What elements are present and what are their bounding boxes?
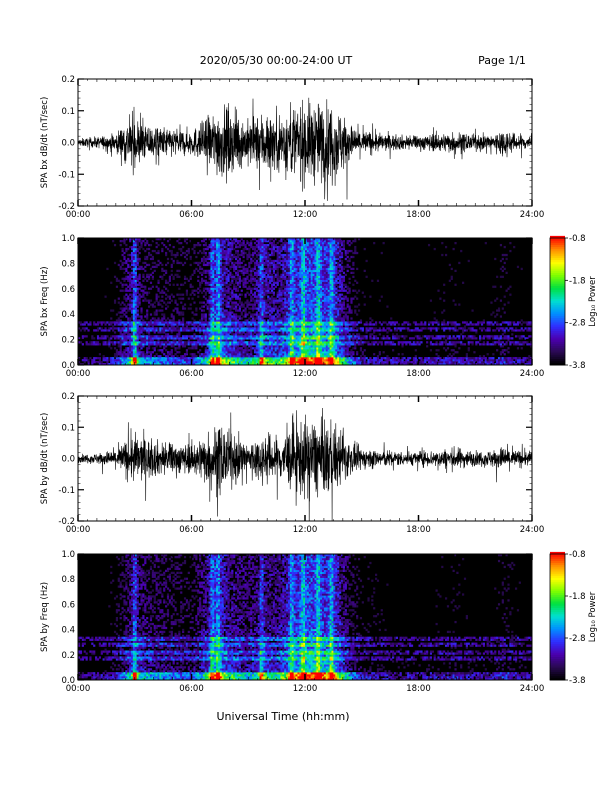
y-tick-label: 0.2 xyxy=(61,651,75,661)
x-tick-label: 00:00 xyxy=(66,525,91,535)
x-tick-label: 18:00 xyxy=(406,210,431,220)
x-tick-label: 00:00 xyxy=(66,369,91,379)
page-indicator: Page 1/1 xyxy=(478,54,526,67)
trace-line xyxy=(78,97,532,201)
y-tick-label: 1.0 xyxy=(61,234,75,244)
y-tick-label: -0.1 xyxy=(58,170,75,180)
x-tick-label: 00:00 xyxy=(66,210,91,220)
y-tick-label: -0.1 xyxy=(58,486,75,496)
y-axis-label: SPA bx Freq (Hz) xyxy=(40,266,50,336)
spectrogram-cells xyxy=(78,554,532,680)
x-tick-label: 12:00 xyxy=(293,369,318,379)
colorbar: -0.8 -1.8 -2.8 -3.8 Log₁₀ Power xyxy=(549,550,598,686)
x-tick-label: 06:00 xyxy=(179,210,204,220)
y-tick-label: 0.0 xyxy=(61,139,75,149)
spectrogram-cells xyxy=(78,238,532,365)
panel-2: -0.8 -1.8 -2.8 -3.8 Log₁₀ Power 00:00 06:00 12:… xyxy=(40,234,598,379)
colorbar-label: Log₁₀ Power xyxy=(588,591,598,642)
y-tick-label: 0.6 xyxy=(61,600,75,610)
colorbar-label: Log₁₀ Power xyxy=(588,276,598,327)
y-tick-label: -0.2 xyxy=(58,517,75,527)
y-tick-label: 0.0 xyxy=(61,676,75,686)
x-tick-label: 18:00 xyxy=(406,369,431,379)
y-axis-label: SPA by Freq (Hz) xyxy=(40,582,50,652)
panel-1: 00:00 06:00 12:00 18:00 24:00 0.2 0.1 0.0 -0.1 -0… xyxy=(40,75,544,220)
trace-line xyxy=(78,407,532,521)
x-tick-label: 18:00 xyxy=(406,525,431,535)
x-tick-label: 18:00 xyxy=(406,684,431,694)
x-tick-label: 06:00 xyxy=(179,525,204,535)
x-tick-label: 06:00 xyxy=(179,369,204,379)
colorbar-frame xyxy=(549,237,566,366)
y-tick-label: 0.2 xyxy=(61,336,75,346)
y-tick-label: 1.0 xyxy=(61,550,75,560)
colorbar-tick-label: -0.8 xyxy=(569,550,586,560)
y-tick-label: 0.0 xyxy=(61,361,75,371)
colorbar-tick-label: -2.8 xyxy=(569,319,586,329)
colorbar-frame xyxy=(549,553,566,681)
x-tick-label: 24:00 xyxy=(520,684,545,694)
x-tick-label: 06:00 xyxy=(179,684,204,694)
y-axis-label: SPA bx dB/dt (nT/sec) xyxy=(40,97,50,189)
x-tick-label: 12:00 xyxy=(293,684,318,694)
y-tick-label: 0.6 xyxy=(61,285,75,295)
y-axis-label: SPA by dB/dt (nT/sec) xyxy=(40,413,50,505)
colorbar-tick-label: -3.8 xyxy=(569,361,586,371)
colorbar-tick-label: -0.8 xyxy=(569,234,586,244)
colorbar-tick-label: -1.8 xyxy=(569,276,586,286)
y-tick-label: 0.1 xyxy=(61,107,75,117)
y-tick-label: 0.8 xyxy=(61,575,75,585)
y-tick-label: -0.2 xyxy=(58,202,75,212)
x-axis-label: Universal Time (hh:mm) xyxy=(217,710,350,723)
x-tick-label: 12:00 xyxy=(293,210,318,220)
x-tick-label: 24:00 xyxy=(520,210,545,220)
x-tick-label: 12:00 xyxy=(293,525,318,535)
colorbar-tick-label: -3.8 xyxy=(569,676,586,686)
x-tick-label: 24:00 xyxy=(520,525,545,535)
colorbar-tick-label: -1.8 xyxy=(569,592,586,602)
panel-3: 00:00 06:00 12:00 18:00 24:00 0.2 0.1 0.0 -0.1 -0… xyxy=(40,392,544,535)
y-tick-label: 0.1 xyxy=(61,423,75,433)
colorbar-tick-label: -2.8 xyxy=(569,634,586,644)
x-tick-label: 24:00 xyxy=(520,369,545,379)
x-tick-label: 00:00 xyxy=(66,684,91,694)
colorbar: -0.8 -1.8 -2.8 -3.8 Log₁₀ Power xyxy=(549,234,598,371)
y-tick-label: 0.2 xyxy=(61,392,75,402)
panels: 00:00 06:00 12:00 18:00 24:00 0.2 0.1 0.0 -0.1 -0… xyxy=(40,75,598,694)
y-tick-label: 0.2 xyxy=(61,75,75,85)
figure-title: 2020/05/30 00:00-24:00 UT xyxy=(200,54,353,67)
y-tick-label: 0.0 xyxy=(61,455,75,465)
panel-4: -0.8 -1.8 -2.8 -3.8 Log₁₀ Power 00:00 06:00 12:… xyxy=(40,550,598,694)
y-tick-label: 0.4 xyxy=(61,626,75,636)
y-tick-label: 0.4 xyxy=(61,310,75,320)
y-tick-label: 0.8 xyxy=(61,259,75,269)
